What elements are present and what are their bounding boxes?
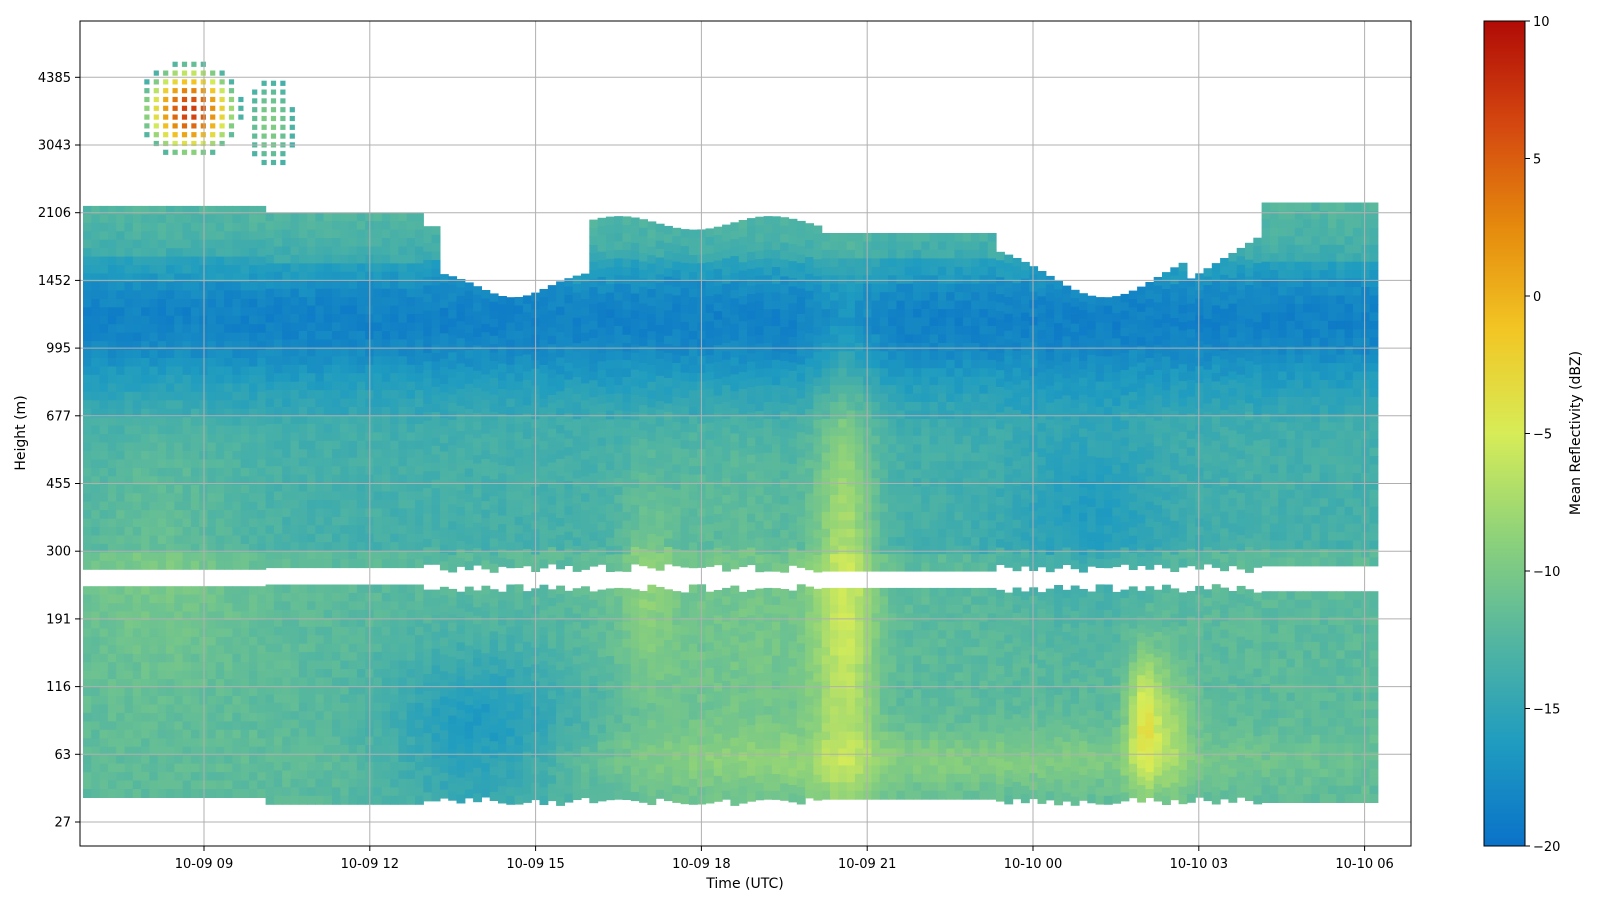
y-tick-label: 677	[46, 409, 71, 424]
colorbar-tick-label: 5	[1533, 153, 1541, 168]
x-tick-label: 10-09 09	[175, 857, 233, 872]
x-tick-label: 10-10 00	[1004, 857, 1062, 872]
y-tick-label: 995	[46, 342, 71, 357]
y-axis: 27 63 116 191 300 455 677 995 1452 2106 3043 4385	[38, 71, 80, 831]
x-tick-label: 10-09 18	[672, 857, 730, 872]
y-tick-label: 116	[46, 680, 71, 695]
heatmap-field	[83, 62, 1378, 806]
x-tick-label: 10-10 03	[1170, 857, 1228, 872]
colorbar	[1484, 21, 1525, 846]
x-tick-label: 10-09 15	[506, 857, 564, 872]
colorbar-tick-label: 0	[1533, 290, 1541, 305]
colorbar-tick-label: 10	[1533, 15, 1550, 30]
y-tick-label: 1452	[38, 274, 71, 289]
x-axis-label: Time (UTC)	[705, 876, 783, 892]
y-tick-label: 191	[46, 612, 71, 627]
y-tick-label: 63	[54, 748, 71, 763]
colorbar-tick-label: −15	[1533, 703, 1560, 718]
colorbar-tick-label: −5	[1533, 428, 1552, 443]
colorbar-tick-label: −10	[1533, 565, 1560, 580]
y-axis-label: Height (m)	[13, 395, 29, 470]
colorbar-tick-label: −20	[1533, 840, 1560, 855]
y-tick-label: 455	[46, 477, 71, 492]
y-tick-label: 300	[46, 545, 71, 560]
y-tick-label: 2106	[38, 206, 71, 221]
x-tick-label: 10-09 12	[341, 857, 399, 872]
x-axis: 10-09 09 10-09 12 10-09 15 10-09 18 10-09 21…	[175, 846, 1394, 872]
x-tick-label: 10-09 21	[838, 857, 896, 872]
colorbar-label: Mean Reflectivity (dBZ)	[1568, 351, 1584, 515]
y-tick-label: 27	[54, 816, 71, 831]
colorbar-ticks: 10 5 0 −5 −10 −15 −20	[1525, 15, 1560, 855]
y-tick-label: 3043	[38, 139, 71, 154]
x-tick-label: 10-10 06	[1335, 857, 1393, 872]
y-tick-label: 4385	[38, 71, 71, 86]
